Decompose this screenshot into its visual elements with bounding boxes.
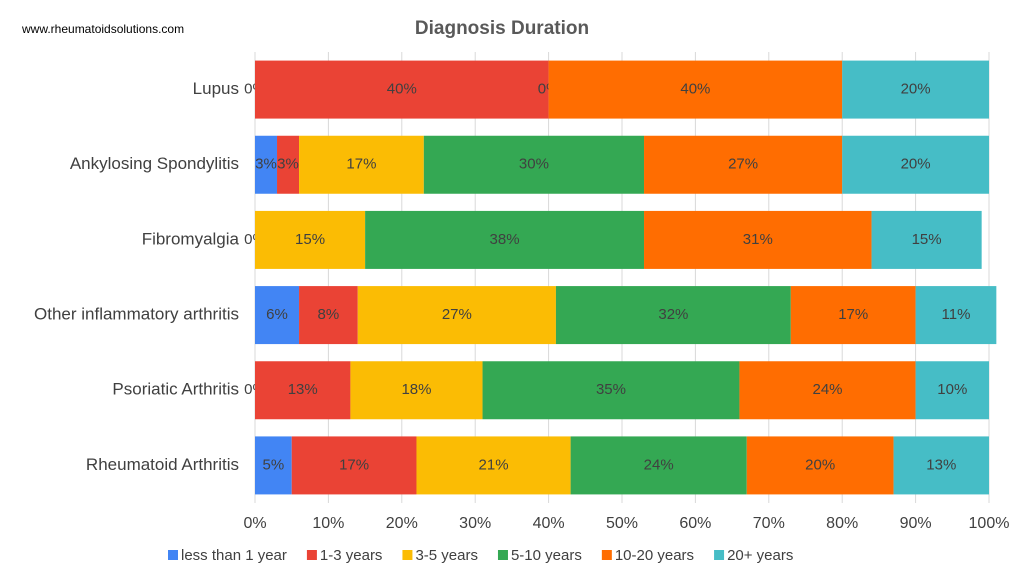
bar-segment — [746, 436, 894, 495]
legend-label: 1-3 years — [320, 547, 383, 564]
data-label: 20% — [901, 81, 931, 98]
bar-segment — [255, 135, 278, 194]
legend-label: less than 1 year — [181, 547, 287, 564]
x-tick-label: 60% — [679, 515, 711, 532]
bar-segment — [871, 210, 982, 269]
bar-segment — [842, 60, 989, 119]
data-label: 3% — [255, 156, 277, 173]
bar-segment — [482, 361, 740, 420]
data-label: 17% — [838, 306, 868, 323]
bar-segment — [548, 60, 843, 119]
x-tick-label: 40% — [533, 515, 565, 532]
data-label: 32% — [658, 306, 688, 323]
x-tick-label: 70% — [753, 515, 785, 532]
data-label: 40% — [680, 81, 710, 98]
data-label: 20% — [901, 156, 931, 173]
bar-segment — [277, 135, 300, 194]
bar-segment — [570, 436, 747, 495]
bar-segment — [255, 361, 351, 420]
data-label: 24% — [644, 456, 674, 473]
bar-segment — [842, 135, 989, 194]
data-label: 21% — [479, 456, 509, 473]
x-tick-label: 20% — [386, 515, 418, 532]
data-label: 27% — [728, 156, 758, 173]
x-tick-label: 90% — [900, 515, 932, 532]
bar-segment — [299, 286, 358, 345]
legend-label: 10-20 years — [615, 547, 694, 564]
y-tick-label: Rheumatoid Arthritis — [86, 455, 239, 474]
bar-segment — [790, 286, 916, 345]
data-label: 31% — [743, 231, 773, 248]
y-tick-label: Lupus — [193, 79, 239, 98]
bar-segment — [423, 135, 645, 194]
data-label: 40% — [387, 81, 417, 98]
bar-segment — [255, 210, 366, 269]
y-tick-label: Fibromyalgia — [142, 229, 240, 248]
legend-swatch — [714, 550, 725, 560]
data-label: 24% — [813, 381, 843, 398]
bar-segment — [644, 135, 843, 194]
chart-title: Diagnosis Duration — [415, 18, 589, 39]
x-tick-label: 10% — [312, 515, 344, 532]
legend-label: 5-10 years — [511, 547, 582, 564]
bar-segment — [255, 60, 549, 119]
data-label: 20% — [805, 456, 835, 473]
data-label: 3% — [277, 156, 299, 173]
bar-segment — [915, 361, 989, 420]
data-label: 30% — [519, 156, 549, 173]
data-label: 17% — [339, 456, 369, 473]
data-label: 11% — [942, 306, 971, 323]
bar-segment — [555, 286, 791, 345]
bar-segment — [299, 135, 424, 194]
legend-swatch — [168, 550, 178, 560]
bar-segment — [416, 436, 571, 495]
x-tick-label: 100% — [969, 515, 1010, 532]
bar-segment — [255, 286, 300, 345]
data-label: 13% — [288, 381, 318, 398]
data-label: 15% — [295, 231, 325, 248]
bar-segment — [357, 286, 556, 345]
data-label: 38% — [490, 231, 520, 248]
data-label: 5% — [263, 456, 285, 473]
legend-swatch — [402, 550, 413, 560]
bar-segment — [644, 210, 872, 269]
x-tick-label: 80% — [826, 515, 858, 532]
data-label: 35% — [596, 381, 626, 398]
bar-segment — [350, 361, 483, 420]
data-label: 10% — [937, 381, 967, 398]
legend-swatch — [497, 550, 508, 560]
legend-label: 3-5 years — [415, 547, 478, 564]
bar-segment — [365, 210, 645, 269]
data-label: 17% — [346, 156, 376, 173]
x-tick-label: 0% — [243, 515, 266, 532]
data-label: 27% — [442, 306, 472, 323]
data-label: 15% — [912, 231, 942, 248]
bar-segment — [739, 361, 916, 420]
y-tick-label: Psoriatic Arthritis — [112, 380, 239, 399]
data-label: 8% — [318, 306, 340, 323]
y-tick-label: Other inflammatory arthritis — [34, 305, 239, 324]
bar-segment — [291, 436, 417, 495]
bar-segment — [255, 436, 292, 495]
bar-segment — [915, 286, 997, 345]
data-label: 13% — [926, 456, 956, 473]
legend-label: 20+ years — [727, 547, 793, 564]
y-tick-label: Ankylosing Spondylitis — [70, 154, 239, 173]
data-label: 6% — [266, 306, 288, 323]
bar-segment — [893, 436, 989, 495]
data-label: 18% — [401, 381, 431, 398]
legend-swatch — [601, 550, 612, 560]
x-tick-label: 30% — [459, 515, 491, 532]
legend-swatch — [306, 550, 317, 560]
source: www.rheumatoidsolutions.com — [21, 22, 184, 36]
x-tick-label: 50% — [606, 515, 638, 532]
